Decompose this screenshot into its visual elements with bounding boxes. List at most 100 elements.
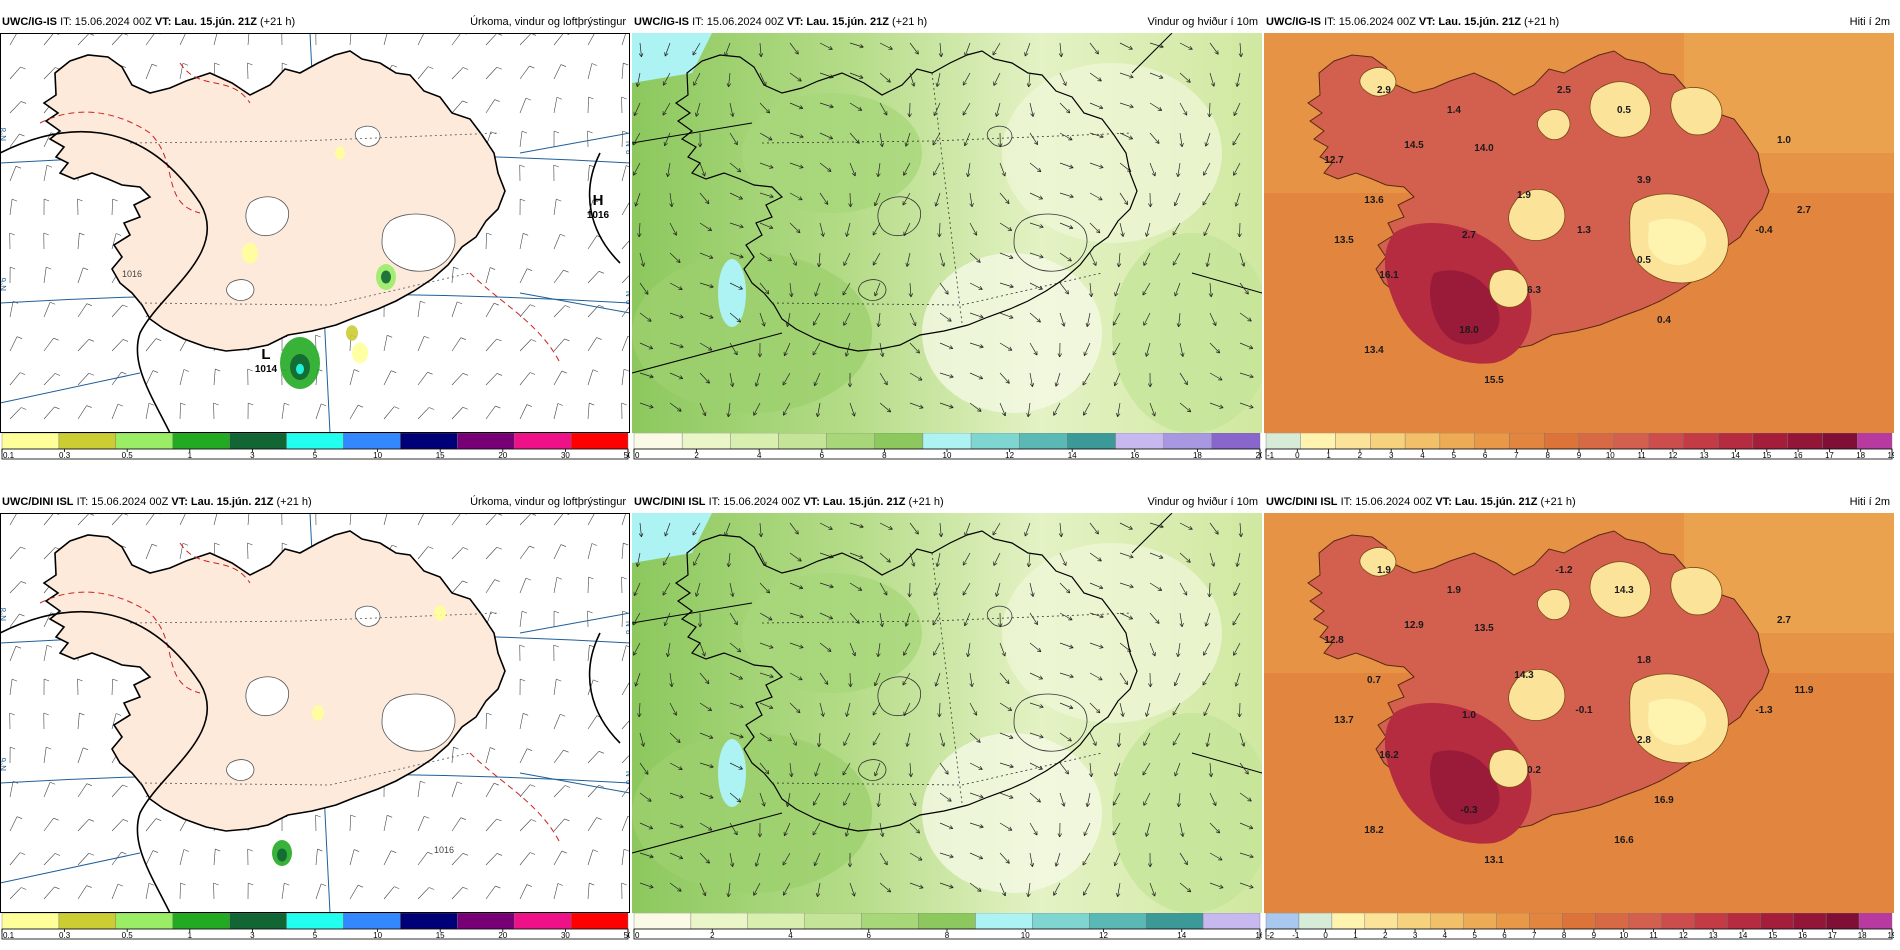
colorbar-tick-label: 2 (710, 931, 715, 940)
colorbar-tick-label: 6 (1483, 451, 1488, 460)
temperature-label: 12.8 (1324, 635, 1344, 646)
colorbar-tick-label: 15 (1762, 451, 1771, 460)
lat-label: N°8 (624, 621, 630, 635)
lat-label: N°8 (624, 141, 630, 155)
colorbar-swatch (229, 913, 287, 930)
temperature-label: 0.5 (1617, 105, 1631, 116)
colorbar-swatch (1787, 433, 1823, 450)
colorbar-tick-label: 11 (1649, 931, 1658, 940)
colorbar-swatch (1364, 913, 1398, 930)
valid-time: Lau. 15.jún. 21Z (190, 496, 274, 508)
colorbar-swatch (1202, 913, 1261, 930)
colorbar-tick-label: 12 (1668, 451, 1677, 460)
colorbar-tick-label: 8 (1545, 451, 1550, 460)
colorbar-swatch (1613, 433, 1649, 450)
colorbar-tick-label: 0 (635, 451, 640, 460)
colorbar-tick-label: 5 (313, 931, 318, 940)
init-time: IT: 15.06.2024 00Z (1340, 496, 1433, 508)
panel-dini-precip: UWC/DINI ISL IT: 15.06.2024 00Z VT: Lau.… (0, 491, 630, 949)
temperature-label: 13.5 (1334, 235, 1354, 246)
init-time: IT: 15.06.2024 00Z (1324, 16, 1416, 28)
map-wind (632, 513, 1262, 913)
temperature-label: 1.9 (1447, 585, 1461, 596)
colorbar-tick-label: 13 (1709, 931, 1718, 940)
panel-run-info: UWC/IG-IS IT: 15.06.2024 00Z VT: Lau. 15… (634, 11, 927, 33)
colorbar-wind: 0 2 4 6 8 10 12 14 16 18 20 (632, 433, 1262, 469)
colorbar-swatch (970, 433, 1020, 450)
temperature-label: 16.2 (1379, 750, 1399, 761)
colorbar-tick-label: 10 (943, 451, 952, 460)
colorbar-swatch (1529, 913, 1563, 930)
colorbar-tick-label: 5 (1452, 451, 1457, 460)
colorbar-tick-label: -1 (1292, 931, 1300, 940)
colorbar-swatch (1, 433, 60, 450)
colorbar-swatch (58, 433, 117, 450)
colorbar-tick-label: 8 (945, 931, 950, 940)
colorbar-swatch (778, 433, 827, 450)
temperature-label: 14.0 (1474, 143, 1494, 154)
panel-run-info: UWC/IG-IS IT: 15.06.2024 00Z VT: Lau. 15… (1266, 11, 1559, 33)
lat-label: N°6 (0, 277, 8, 291)
colorbar-tick-label: 16 (1256, 931, 1262, 940)
temperature-label: -0.3 (1460, 805, 1478, 816)
map-temp: 1.9 1.9 -1.2 14.3 12.8 12.9 13.5 2.7 0.7 14.3 1.8 1… (1264, 513, 1894, 913)
lead-time: (+21 h) (276, 496, 312, 508)
colorbar-tick-label: 2 (694, 451, 699, 460)
colorbar-swatch (172, 913, 230, 930)
panel-header: UWC/DINI ISL IT: 15.06.2024 00Z VT: Lau.… (0, 491, 630, 513)
colorbar-swatch (1595, 913, 1629, 930)
temperature-label: 14.3 (1614, 585, 1634, 596)
colorbar-swatch (826, 433, 875, 450)
colorbar-swatch (1474, 433, 1510, 450)
colorbar-tick-label: 16 (1798, 931, 1807, 940)
colorbar-swatch (1404, 433, 1441, 450)
colorbar-tick-label: -1 (1267, 451, 1275, 460)
colorbar-wind: 0 2 4 6 8 10 12 14 16 (632, 913, 1262, 949)
colorbar-swatch (1648, 433, 1684, 450)
colorbar-precip: 0.1 0.3 0.5 1 3 5 10 15 20 30 50 (0, 433, 630, 469)
panel-igis-precip: UWC/IG-IS IT: 15.06.2024 00Z VT: Lau. 15… (0, 11, 630, 469)
temperature-label: 13.7 (1334, 715, 1354, 726)
valid-time: Lau. 15.jún. 21Z (806, 16, 889, 28)
valid-time: Lau. 15.jún. 21Z (174, 16, 257, 28)
colorbar-tick-label: 0 (1323, 931, 1328, 940)
colorbar-tick-label: 8 (882, 451, 887, 460)
valid-time-label: VT: (803, 496, 820, 508)
colorbar-swatch (1544, 433, 1580, 450)
colorbar-tick-label: 12 (1099, 931, 1108, 940)
model-name: UWC/DINI ISL (1266, 496, 1338, 508)
colorbar-swatch (570, 913, 629, 930)
colorbar-tick-label: 50 (624, 451, 630, 460)
colorbar-swatch (115, 913, 173, 930)
colorbar-swatch (1792, 913, 1827, 930)
colorbar-tick-label: 14 (1731, 451, 1740, 460)
lat-label: N°6 (624, 771, 630, 785)
colorbar-tick-label: 0.3 (59, 451, 71, 460)
low-pressure-marker: L (261, 346, 270, 363)
colorbar-swatch (1145, 913, 1204, 930)
colorbar-swatch (1683, 433, 1719, 450)
colorbar-tick-label: 4 (788, 931, 793, 940)
colorbar-tick-label: 9 (1577, 451, 1582, 460)
colorbar-swatch (975, 913, 1033, 930)
colorbar-tick-label: 5 (313, 451, 318, 460)
temperature-label: 16.9 (1654, 795, 1674, 806)
temperature-label: -0.1 (1575, 705, 1593, 716)
temperature-label: -0.4 (1755, 225, 1773, 236)
colorbar-swatch (918, 913, 976, 930)
colorbar-swatch (400, 913, 458, 930)
pressure-value: 1016 (587, 210, 610, 221)
colorbar-swatch (1370, 433, 1406, 450)
temperature-label: 1.8 (1637, 655, 1651, 666)
colorbar-tick-label: 16 (1794, 451, 1803, 460)
temperature-label: 0.2 (1527, 765, 1541, 776)
colorbar-swatch (1858, 913, 1893, 930)
colorbar-swatch (229, 433, 287, 450)
colorbar-tick-label: 19 (1888, 931, 1894, 940)
colorbar-tick-label: 11 (1637, 451, 1646, 460)
colorbar-tick-label: 0 (635, 931, 640, 940)
colorbar-tick-label: 7 (1532, 931, 1537, 940)
colorbar-tick-label: 4 (1420, 451, 1425, 460)
colorbar-swatch (1562, 913, 1596, 930)
